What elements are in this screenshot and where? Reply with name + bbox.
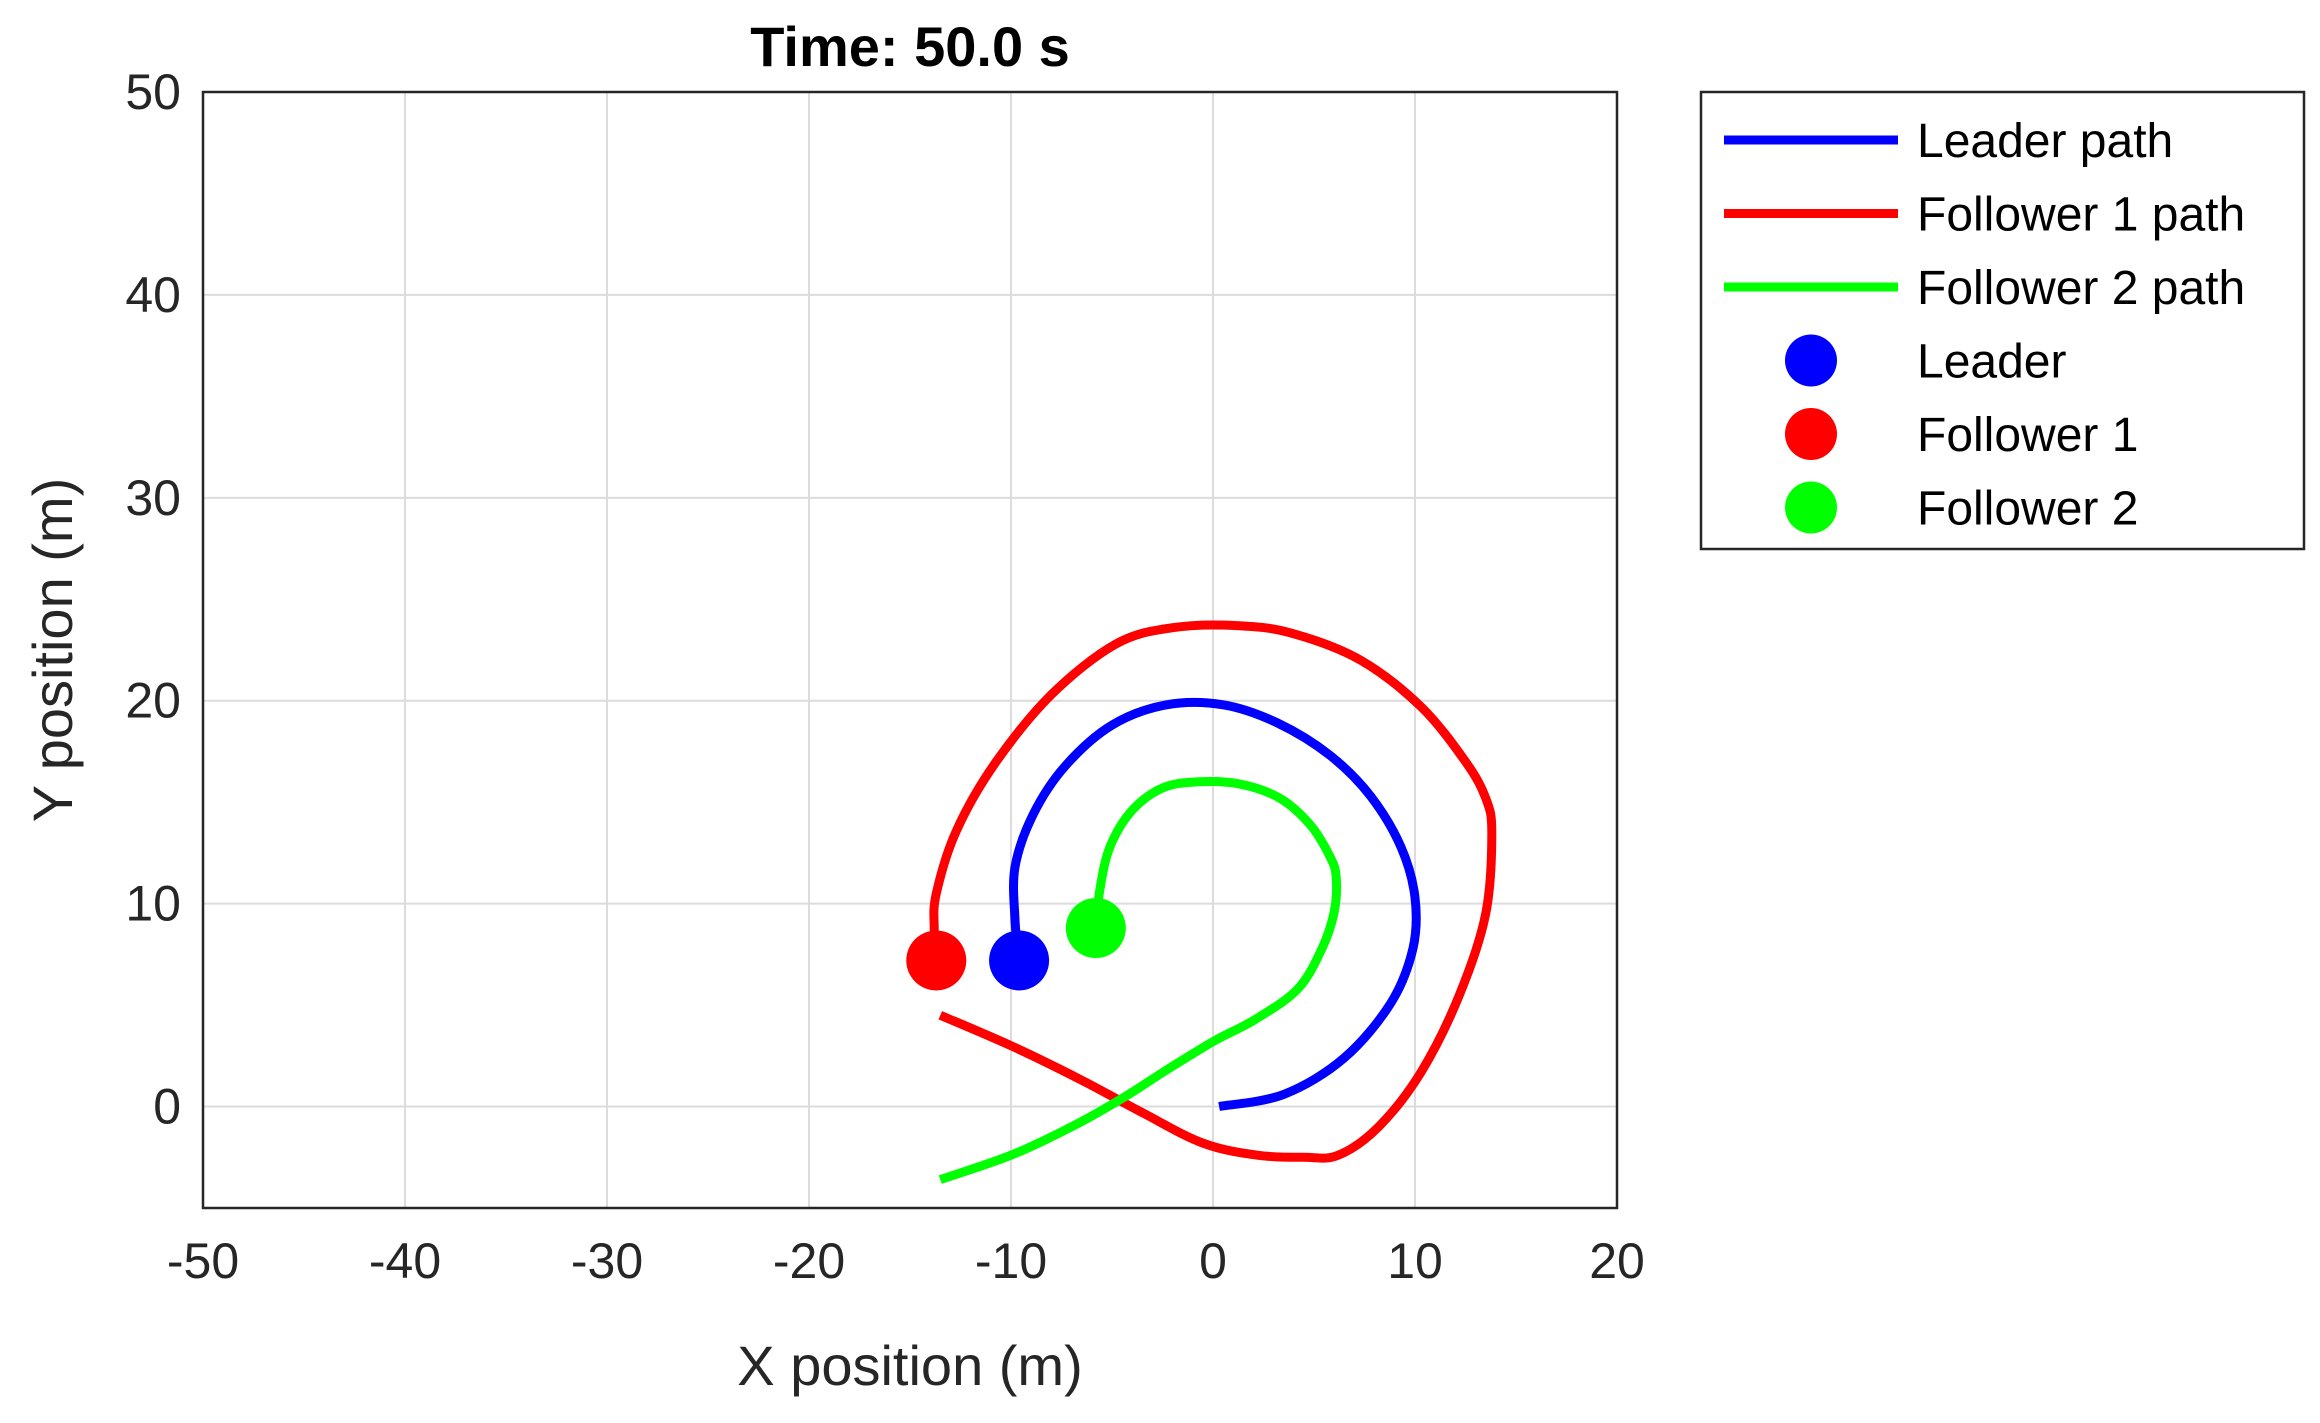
x-tick-label: 0 xyxy=(1199,1233,1227,1289)
x-tick-label: -30 xyxy=(571,1233,643,1289)
marker-layer xyxy=(906,897,1126,991)
series-layer xyxy=(929,620,1497,1184)
legend-swatch-marker xyxy=(1785,408,1837,460)
legend-box xyxy=(1699,90,2306,551)
y-tick-label: 30 xyxy=(125,470,181,526)
legend-label: Follower 1 xyxy=(1917,409,2138,462)
x-tick-label: 10 xyxy=(1387,1233,1443,1289)
legend-label: Follower 2 xyxy=(1917,483,2138,536)
plot-area xyxy=(203,92,1617,1208)
x-tick-label: -50 xyxy=(167,1233,239,1289)
legend-swatch-marker xyxy=(1785,481,1837,534)
position-marker-1 xyxy=(989,930,1050,991)
x-tick-label: -20 xyxy=(773,1233,845,1289)
y-tick-label: 50 xyxy=(125,64,181,120)
x-tick-labels: -50 -40 -30 -20 -10 0 10 20 xyxy=(167,1233,1645,1289)
chart-title: Time: 50.0 s xyxy=(750,15,1070,78)
series-line-2 xyxy=(929,620,1497,1163)
legend-swatch-marker xyxy=(1785,334,1837,387)
y-axis-label: Y position (m) xyxy=(21,478,84,822)
legend-label: Follower 2 path xyxy=(1917,262,2245,315)
plot-frame xyxy=(201,90,1619,1210)
legend-label: Leader path xyxy=(1917,115,2173,168)
position-marker-3 xyxy=(1065,897,1126,958)
legend: Leader path Follower 1 path Follower 2 pat… xyxy=(1699,90,2306,551)
y-tick-labels: 0 10 20 30 40 50 xyxy=(125,64,181,1135)
series-line-1 xyxy=(1009,697,1421,1111)
y-tick-label: 40 xyxy=(125,267,181,323)
y-tick-label: 20 xyxy=(125,673,181,729)
x-tick-label: -10 xyxy=(975,1233,1047,1289)
x-tick-label: 20 xyxy=(1589,1233,1645,1289)
position-marker-2 xyxy=(906,930,967,991)
series-line-3 xyxy=(938,777,1342,1184)
y-tick-label: 10 xyxy=(125,876,181,932)
legend-label: Follower 1 path xyxy=(1917,189,2245,242)
x-axis-label: X position (m) xyxy=(737,1334,1082,1397)
x-tick-label: -40 xyxy=(369,1233,441,1289)
legend-label: Leader xyxy=(1917,336,2066,389)
y-tick-label: 0 xyxy=(153,1079,181,1135)
